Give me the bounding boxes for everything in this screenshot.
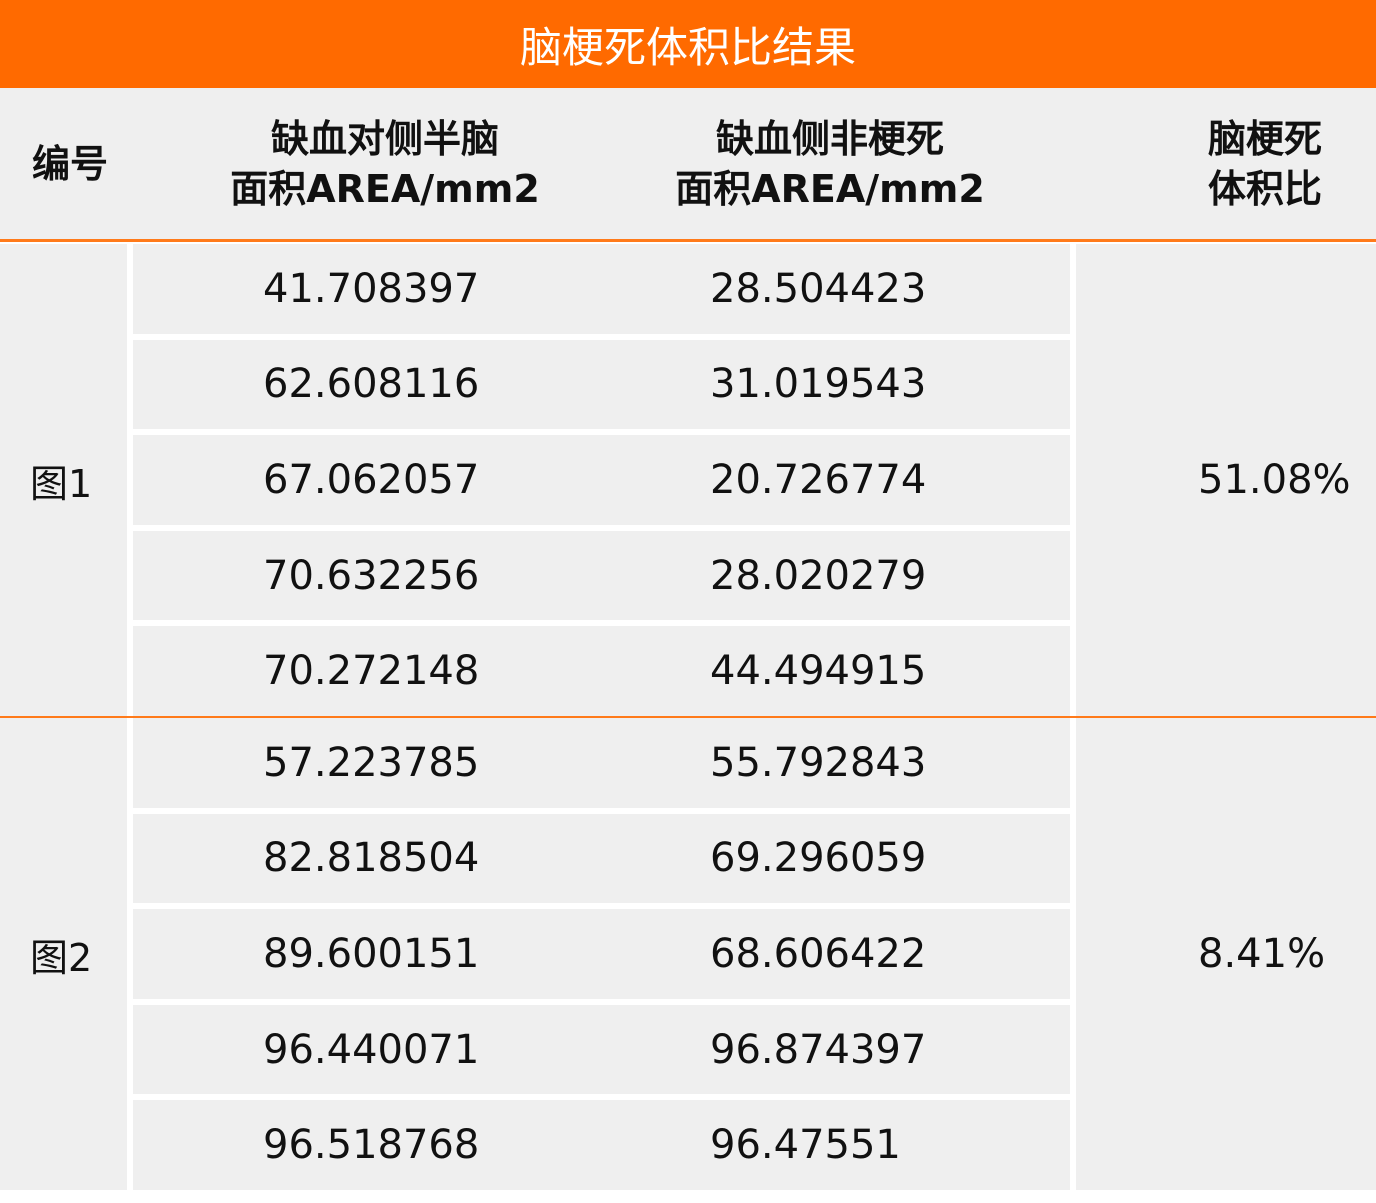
header-ratio: 脑梗死 体积比 — [1160, 88, 1370, 239]
table-row: 57.223785 55.792843 — [133, 718, 1070, 808]
noninfarct-area-cell: 68.606422 — [710, 930, 927, 977]
noninfarct-area-cell: 28.504423 — [710, 265, 927, 312]
table-row: 96.440071 96.874397 — [133, 1004, 1070, 1095]
noninfarct-area-cell: 28.020279 — [710, 552, 927, 599]
contralateral-area-cell: 96.518768 — [263, 1122, 480, 1169]
group-1: 图1 41.708397 28.504423 62.608116 31.019543 67… — [0, 244, 1376, 718]
table-row: 41.708397 28.504423 — [133, 244, 1070, 334]
table-row: 70.632256 28.020279 — [133, 530, 1070, 621]
contralateral-area-cell: 70.272148 — [263, 648, 480, 695]
group-2: 图2 57.223785 55.792843 82.818504 69.296059 89… — [0, 718, 1376, 1190]
header-noninfarct-area: 缺血侧非梗死 面积AREA/mm2 — [615, 88, 1045, 239]
group-label: 图2 — [0, 718, 127, 1190]
ratio-cell: 51.08% — [1076, 244, 1376, 716]
ratio-cell: 8.41% — [1076, 718, 1376, 1190]
contralateral-area-cell: 96.440071 — [263, 1026, 480, 1073]
contralateral-area-cell: 89.600151 — [263, 930, 480, 977]
table-row: 82.818504 69.296059 — [133, 813, 1070, 904]
header-line: 脑梗死 — [1207, 116, 1322, 161]
noninfarct-area-cell: 96.874397 — [710, 1026, 927, 1073]
header-line: 面积AREA/mm2 — [675, 166, 985, 211]
header-line: 体积比 — [1207, 166, 1322, 211]
header-line: 缺血对侧半脑 — [270, 116, 499, 161]
noninfarct-area-cell: 96.47551 — [710, 1122, 901, 1169]
contralateral-area-cell: 67.062057 — [263, 456, 480, 503]
noninfarct-area-cell: 31.019543 — [710, 361, 927, 408]
table-row: 62.608116 31.019543 — [133, 339, 1070, 430]
table-row: 67.062057 20.726774 — [133, 435, 1070, 525]
header-id: 编号 — [31, 141, 108, 186]
header-contralateral-area: 缺血对侧半脑 面积AREA/mm2 — [170, 88, 600, 239]
noninfarct-area-cell: 44.494915 — [710, 648, 927, 695]
noninfarct-area-cell: 69.296059 — [710, 835, 927, 882]
table-title: 脑梗死体积比结果 — [0, 0, 1376, 88]
contralateral-area-cell: 57.223785 — [263, 739, 480, 786]
noninfarct-area-cell: 20.726774 — [710, 456, 927, 503]
group-label: 图1 — [0, 244, 127, 716]
table-row: 96.518768 96.47551 — [133, 1100, 1070, 1190]
header-line: 面积AREA/mm2 — [230, 166, 540, 211]
header-row: 编号 缺血对侧半脑 面积AREA/mm2 缺血侧非梗死 面积AREA/mm2 脑梗死… — [0, 88, 1376, 242]
noninfarct-area-cell: 55.792843 — [710, 739, 927, 786]
table-row: 70.272148 44.494915 — [133, 626, 1070, 716]
header-line: 缺血侧非梗死 — [715, 116, 944, 161]
contralateral-area-cell: 41.708397 — [263, 265, 480, 312]
table-row: 89.600151 68.606422 — [133, 909, 1070, 999]
contralateral-area-cell: 62.608116 — [263, 361, 480, 408]
data-rows: 57.223785 55.792843 82.818504 69.296059 89.6… — [133, 718, 1070, 1190]
data-rows: 41.708397 28.504423 62.608116 31.019543 67.0… — [133, 244, 1070, 716]
contralateral-area-cell: 70.632256 — [263, 552, 480, 599]
contralateral-area-cell: 82.818504 — [263, 835, 480, 882]
